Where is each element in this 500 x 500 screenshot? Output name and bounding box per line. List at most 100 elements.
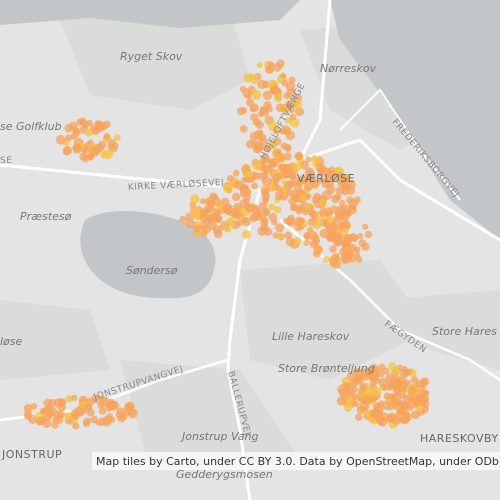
building-dot	[359, 401, 370, 411]
building-dot	[348, 387, 356, 395]
building-dot	[281, 128, 288, 135]
building-dot	[387, 404, 394, 411]
building-dot	[251, 77, 258, 85]
building-dot	[356, 232, 364, 240]
place-label: Søndersø	[126, 264, 178, 277]
building-dot	[344, 250, 354, 260]
building-dot	[228, 217, 235, 224]
building-dot	[115, 410, 125, 420]
building-dot	[215, 208, 222, 215]
building-dot	[329, 245, 337, 253]
building-dot	[285, 131, 295, 141]
building-dot	[355, 413, 363, 422]
building-dot	[259, 214, 267, 223]
building-dot	[278, 163, 288, 173]
attribution[interactable]: Map tiles by Carto, under CC BY 3.0. Dat…	[96, 455, 500, 468]
building-dot	[395, 376, 402, 383]
building-dot	[86, 119, 93, 127]
building-dot	[269, 85, 280, 95]
building-dot	[265, 64, 275, 74]
building-dot	[107, 143, 115, 151]
building-dot	[311, 233, 320, 242]
building-dot	[275, 223, 285, 233]
building-dot	[319, 198, 327, 207]
building-dot	[57, 412, 65, 419]
town-label: JONSTRUP	[1, 448, 62, 461]
building-dot	[98, 407, 107, 415]
building-dot	[342, 182, 351, 192]
building-dot	[253, 140, 263, 150]
building-dot	[364, 395, 373, 404]
building-dot	[321, 180, 330, 189]
building-dot	[263, 209, 270, 216]
building-dot	[376, 369, 385, 378]
building-dot	[103, 132, 110, 139]
building-dots	[23, 59, 430, 430]
lakes	[0, 0, 500, 299]
building-dot	[355, 255, 363, 263]
building-dot	[339, 200, 346, 207]
building-dot	[108, 416, 116, 424]
building-dot	[359, 383, 368, 392]
building-dot	[275, 103, 285, 113]
building-dot	[261, 176, 272, 187]
building-dot	[264, 144, 272, 152]
building-dot	[71, 394, 78, 402]
building-dot	[386, 413, 396, 422]
building-dot	[326, 174, 333, 182]
attribution-bg	[92, 452, 500, 470]
building-dot	[294, 151, 304, 161]
building-dot	[262, 80, 270, 89]
building-dot	[344, 403, 353, 412]
building-dot	[23, 403, 33, 413]
building-dot	[268, 212, 278, 222]
building-dot	[362, 223, 369, 230]
building-dot	[250, 103, 259, 112]
building-dot	[245, 93, 252, 100]
building-dot	[224, 207, 232, 216]
building-dot	[91, 126, 100, 136]
building-dot	[82, 420, 90, 428]
building-dot	[321, 190, 332, 201]
building-dot	[399, 384, 407, 392]
building-dot	[319, 228, 329, 239]
building-dot	[268, 158, 276, 166]
building-dot	[260, 185, 270, 195]
building-dot	[295, 204, 304, 213]
building-dot	[250, 113, 259, 121]
building-dot	[273, 137, 282, 146]
building-dot	[407, 386, 417, 396]
building-dot	[65, 134, 73, 142]
building-dot	[200, 230, 208, 238]
building-dot	[72, 422, 80, 430]
place-label: Ryget Skov	[120, 50, 183, 63]
building-dot	[83, 403, 93, 413]
building-dot	[97, 140, 107, 150]
building-dot	[336, 232, 343, 240]
building-dot	[273, 62, 282, 72]
building-dot	[282, 169, 292, 179]
building-dot	[272, 148, 282, 158]
building-dot	[246, 171, 253, 178]
building-dot	[250, 182, 259, 190]
building-dot	[267, 121, 278, 132]
building-dot	[239, 85, 247, 93]
building-dot	[402, 394, 412, 404]
building-dot	[68, 121, 78, 131]
building-dot	[232, 192, 241, 202]
building-dot	[65, 395, 73, 403]
building-dot	[285, 88, 296, 98]
building-dot	[360, 368, 370, 378]
building-dot	[103, 149, 114, 160]
building-dot	[331, 222, 338, 229]
building-dot	[342, 384, 350, 392]
building-dot	[292, 99, 303, 110]
building-dot	[309, 240, 318, 249]
building-dot	[78, 117, 87, 126]
building-dot	[293, 221, 304, 232]
building-dot	[342, 227, 349, 235]
building-dot	[332, 237, 342, 247]
building-dot	[274, 190, 285, 200]
place-label: Store Brønteljung	[278, 362, 375, 375]
building-dot	[193, 211, 202, 220]
